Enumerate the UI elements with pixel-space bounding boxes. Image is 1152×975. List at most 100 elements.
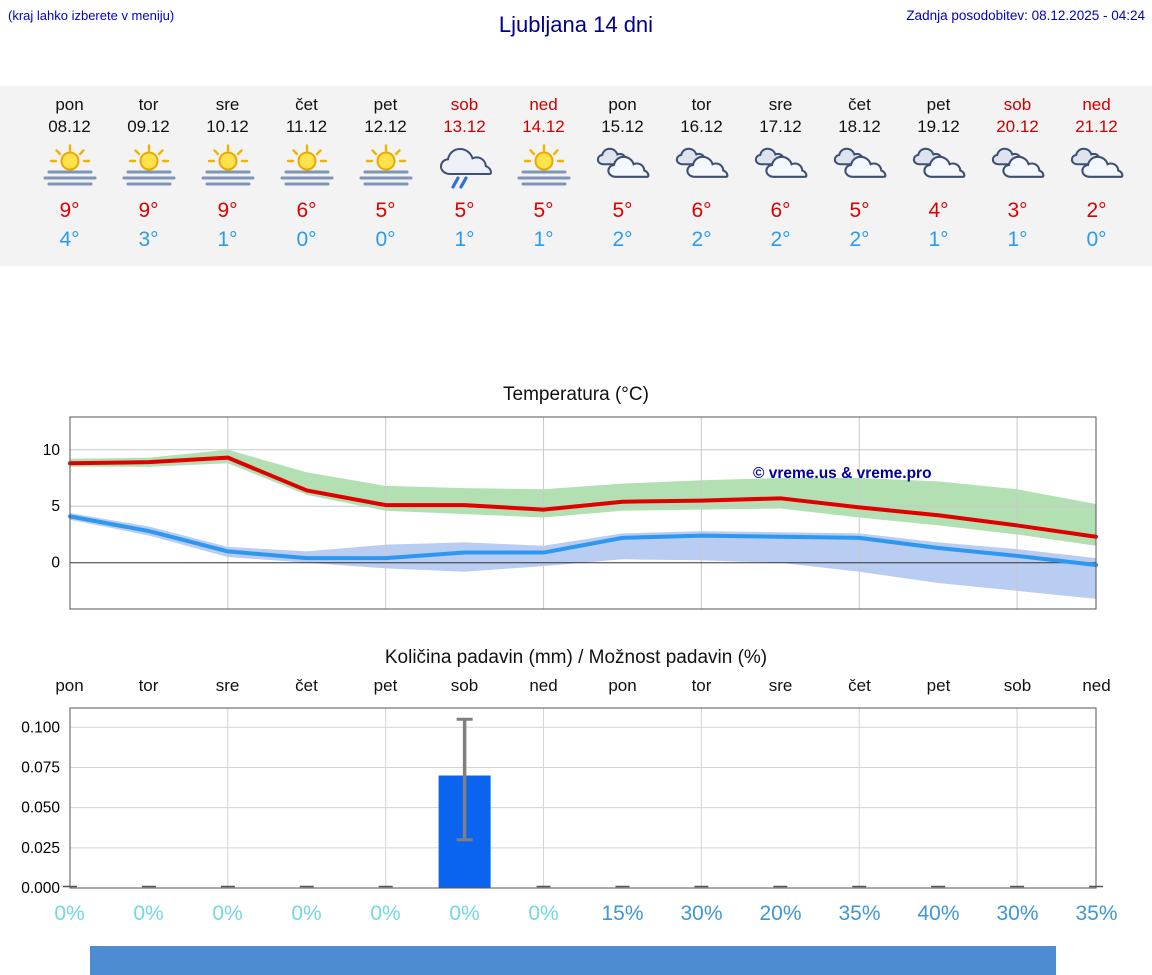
- plot-border: [69, 416, 1097, 610]
- watermark: © vreme.us & vreme.pro: [753, 465, 932, 482]
- day-name: čet: [295, 95, 318, 114]
- temp-min: 2°: [612, 228, 633, 251]
- precip-day-label: sre: [215, 676, 240, 695]
- precip-day-label: čet: [295, 676, 318, 695]
- page-title: Ljubljana 14 dni: [498, 12, 654, 37]
- temp-max: 5°: [612, 199, 633, 222]
- precip-probability: 15%: [601, 902, 644, 925]
- temp-max: 2°: [1086, 199, 1107, 222]
- day-date: 18.12: [838, 117, 881, 136]
- precip-probability: 35%: [838, 902, 881, 925]
- temp-max: 9°: [217, 199, 238, 222]
- temp-max: 9°: [138, 199, 159, 222]
- y-tick-label: 0.100: [21, 719, 60, 736]
- day-date: 10.12: [206, 117, 249, 136]
- forecast-day[interactable]: čet 18.12 5° 2°: [820, 94, 899, 254]
- weather-icon-cell: [741, 140, 820, 192]
- sun-fog-icon: [517, 144, 570, 186]
- precip-day-label: sob: [450, 676, 479, 695]
- y-tick-label: 0.000: [21, 880, 60, 896]
- day-name: sre: [768, 95, 793, 114]
- day-name: pet: [373, 95, 398, 114]
- precip-probability: 0%: [449, 902, 480, 925]
- day-date: 12.12: [364, 117, 407, 136]
- forecast-day[interactable]: ned 21.12 2° 0°: [1057, 94, 1136, 254]
- cloudy-icon: [912, 147, 965, 178]
- last-update: Zadnja posodobitev: 08.12.2025 - 04:24: [906, 8, 1145, 23]
- plot-border: [69, 707, 1097, 889]
- day-date: 14.12: [522, 117, 565, 136]
- precip-probability: 0%: [370, 902, 401, 925]
- weather-icon-cell: [425, 140, 504, 192]
- precip-probability: 0%: [133, 902, 164, 925]
- weather-icon-cell: [109, 140, 188, 192]
- forecast-strip: pon 08.12 9° 4° tor 09.12 9°: [0, 86, 1152, 266]
- precip-day-label: tor: [691, 676, 712, 695]
- forecast-day[interactable]: pet 19.12 4° 1°: [899, 94, 978, 254]
- precip-day-label: pet: [373, 676, 398, 695]
- sun-fog-icon: [280, 144, 333, 186]
- temp-max: 5°: [454, 199, 475, 222]
- forecast-day[interactable]: sre 10.12 9° 1°: [188, 94, 267, 254]
- temp-max: 6°: [296, 199, 317, 222]
- temp-min: 2°: [770, 228, 791, 251]
- temperature-chart-title: Temperatura (°C): [503, 384, 649, 405]
- forecast-day[interactable]: sre 17.12 6° 2°: [741, 94, 820, 254]
- temp-max: 9°: [59, 199, 80, 222]
- day-name: ned: [1082, 95, 1111, 114]
- forecast-day[interactable]: sob 13.12 5° 1°: [425, 94, 504, 254]
- day-date: 16.12: [680, 117, 723, 136]
- precip-day-labels: pon tor sre čet pet sob ned pon tor sre čet pet sob n…: [0, 676, 1152, 698]
- weather-icon-cell: [662, 140, 741, 192]
- cloudy-icon: [754, 147, 807, 178]
- temp-min: 2°: [691, 228, 712, 251]
- temp-max: 6°: [770, 199, 791, 222]
- precip-day-label: čet: [848, 676, 871, 695]
- day-name: sre: [215, 95, 240, 114]
- temp-min: 2°: [849, 228, 870, 251]
- y-tick-label: 10: [43, 442, 61, 459]
- y-tick-label: 0.075: [21, 759, 60, 776]
- sun-fog-icon: [201, 144, 254, 186]
- forecast-day[interactable]: pet 12.12 5° 0°: [346, 94, 425, 254]
- precip-probability: 0%: [212, 902, 243, 925]
- precip-probability: 0%: [291, 902, 322, 925]
- day-date: 21.12: [1075, 117, 1118, 136]
- precip-day-label: ned: [1082, 676, 1111, 695]
- temp-min: 0°: [375, 228, 396, 251]
- forecast-day[interactable]: pon 08.12 9° 4°: [30, 94, 109, 254]
- forecast-day[interactable]: sob 20.12 3° 1°: [978, 94, 1057, 254]
- weather-icon-cell: [583, 140, 662, 192]
- forecast-day[interactable]: tor 16.12 6° 2°: [662, 94, 741, 254]
- forecast-day[interactable]: ned 14.12 5° 1°: [504, 94, 583, 254]
- temp-max: 5°: [849, 199, 870, 222]
- day-date: 08.12: [48, 117, 91, 136]
- day-date: 19.12: [917, 117, 960, 136]
- sun-fog-icon: [122, 144, 175, 186]
- y-tick-label: 0.050: [21, 800, 60, 817]
- weather-icon-cell: [346, 140, 425, 192]
- precip-probability: 40%: [917, 902, 960, 925]
- temp-min-line: [68, 514, 1098, 567]
- precip-day-label: tor: [138, 676, 159, 695]
- day-name: pon: [608, 95, 637, 114]
- temp-max-line: [68, 455, 1098, 539]
- temp-min: 1°: [533, 228, 554, 251]
- weather-icon-cell: [820, 140, 899, 192]
- temp-max: 3°: [1007, 199, 1028, 222]
- temp-max-range-band: [70, 449, 1096, 546]
- day-date: 17.12: [759, 117, 802, 136]
- forecast-day[interactable]: tor 09.12 9° 3°: [109, 94, 188, 254]
- day-date: 09.12: [127, 117, 170, 136]
- temp-min: 4°: [59, 228, 80, 251]
- temp-max: 5°: [375, 199, 396, 222]
- day-name: sob: [450, 95, 479, 114]
- precip-day-label: sre: [768, 676, 793, 695]
- forecast-day[interactable]: pon 15.12 5° 2°: [583, 94, 662, 254]
- day-name: čet: [848, 95, 871, 114]
- forecast-day[interactable]: čet 11.12 6° 0°: [267, 94, 346, 254]
- header: (kraj lahko izberete v meniju) Ljubljana…: [0, 0, 1152, 48]
- day-name: tor: [691, 95, 712, 114]
- sun-fog-icon: [359, 144, 412, 186]
- day-date: 20.12: [996, 117, 1039, 136]
